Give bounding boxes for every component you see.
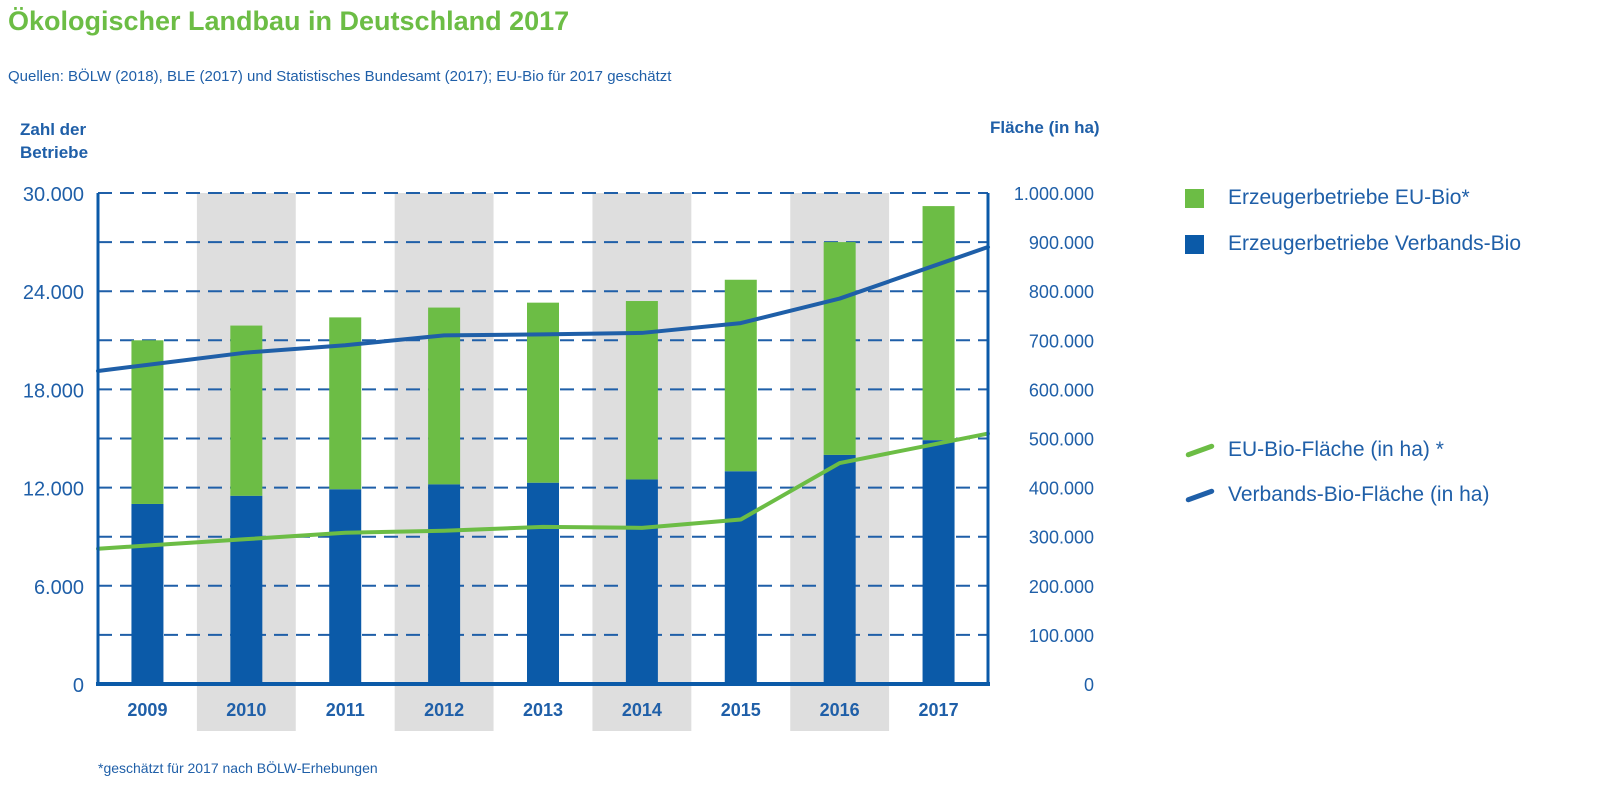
x-tick-2017: 2017 — [919, 700, 959, 720]
bar-verbands-bio-2016 — [823, 454, 856, 684]
legend-item-eu-bio-betriebe: Erzeugerbetriebe EU-Bio* — [1185, 186, 1470, 210]
x-tick-2014: 2014 — [622, 700, 662, 720]
y-tick-right-10: 1.000.000 — [1014, 184, 1094, 204]
bar-eu-bio-2014 — [625, 301, 658, 480]
chart-subtitle: Quellen: BÖLW (2018), BLE (2017) und Sta… — [8, 68, 672, 85]
legend-item-verbands-bio-betriebe: Erzeugerbetriebe Verbands-Bio — [1185, 232, 1521, 256]
bar-verbands-bio-2009 — [131, 503, 164, 684]
bar-verbands-bio-2010 — [230, 495, 263, 684]
bar-verbands-bio-2014 — [625, 479, 658, 684]
legend-item-verbands-bio-flaeche: Verbands-Bio-Fläche (in ha) — [1185, 483, 1489, 507]
y-tick-right-5: 500.000 — [1029, 430, 1094, 450]
legend-swatch-eu-bio-flaeche — [1185, 442, 1215, 458]
x-tick-2015: 2015 — [721, 700, 761, 720]
footnote: *geschätzt für 2017 nach BÖLW-Erhebungen — [98, 760, 378, 776]
x-tick-2009: 2009 — [127, 700, 167, 720]
y-tick-right-8: 800.000 — [1029, 282, 1094, 302]
y-tick-right-4: 400.000 — [1029, 479, 1094, 499]
y-tick-left-2: 12.000 — [23, 479, 84, 501]
y-axis-left-label: Zahl der Betriebe — [20, 120, 89, 162]
legend-label-eu-bio-flaeche: EU-Bio-Fläche (in ha) * — [1228, 438, 1444, 461]
bar-eu-bio-2017 — [922, 206, 955, 441]
x-tick-2011: 2011 — [326, 700, 365, 720]
y-axis-right-label: Fläche (in ha) — [990, 118, 1100, 137]
y-tick-right-3: 300.000 — [1029, 528, 1094, 548]
chart-title: Ökologischer Landbau in Deutschland 2017 — [8, 6, 570, 36]
legend-label-verbands-bio-flaeche: Verbands-Bio-Fläche (in ha) — [1228, 483, 1490, 506]
bar-eu-bio-2013 — [527, 302, 559, 483]
bar-eu-bio-2015 — [724, 279, 757, 472]
legend-label-eu-bio-betriebe: Erzeugerbetriebe EU-Bio* — [1228, 186, 1470, 209]
y-tick-right-7: 700.000 — [1029, 331, 1094, 351]
y-tick-right-2: 200.000 — [1029, 577, 1094, 597]
y-tick-left-5: 30.000 — [23, 184, 84, 206]
line-eu-bio-flaeche — [96, 431, 990, 551]
y-tick-left-0: 0 — [73, 675, 84, 697]
x-tick-2013: 2013 — [523, 700, 563, 720]
y-tick-right-6: 600.000 — [1029, 380, 1094, 400]
bar-verbands-bio-2011 — [329, 489, 362, 684]
line-verbands-bio-flaeche — [96, 245, 990, 373]
bar-eu-bio-2016 — [823, 242, 856, 455]
legend-label-verbands-bio-betriebe: Erzeugerbetriebe Verbands-Bio — [1228, 232, 1522, 255]
bar-verbands-bio-2012 — [428, 484, 461, 684]
x-tick-2016: 2016 — [820, 700, 860, 720]
y-tick-left-1: 6.000 — [34, 577, 84, 599]
bar-verbands-bio-2017 — [922, 440, 955, 684]
y-tick-right-9: 900.000 — [1029, 233, 1094, 253]
bar-verbands-bio-2013 — [527, 482, 559, 684]
legend-swatch-verbands-bio-flaeche — [1185, 487, 1215, 503]
legend-item-eu-bio-flaeche: EU-Bio-Fläche (in ha) * — [1185, 438, 1444, 462]
y-tick-right-1: 100.000 — [1029, 626, 1094, 646]
combo-chart: 0 6.000 12.000 18.000 24.000 30.000 0 100.000 20… — [23, 184, 1094, 731]
bar-verbands-bio-2015 — [724, 471, 757, 684]
x-tick-2010: 2010 — [226, 700, 266, 720]
x-tick-2012: 2012 — [424, 700, 464, 720]
y-tick-left-3: 18.000 — [23, 380, 84, 402]
y-tick-right-0: 0 — [1084, 675, 1094, 695]
legend-swatch-verbands-bio-betriebe — [1185, 234, 1204, 254]
y-tick-left-4: 24.000 — [23, 282, 84, 304]
legend-swatch-eu-bio-betriebe — [1185, 188, 1204, 208]
